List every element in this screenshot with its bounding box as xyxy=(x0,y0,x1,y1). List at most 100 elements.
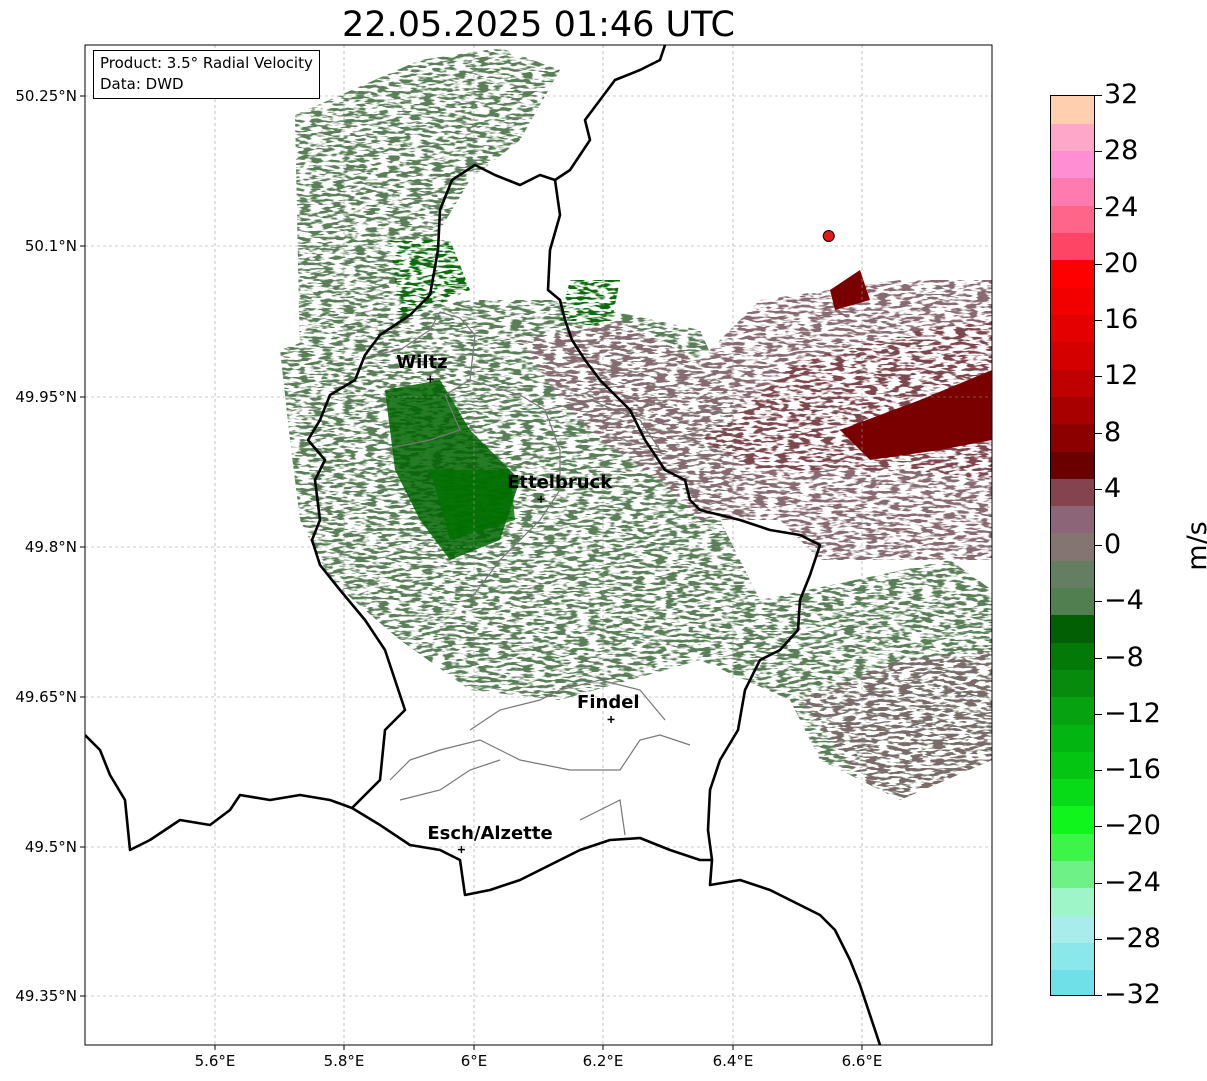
colorbar-tick-label: −4 xyxy=(1104,585,1144,617)
colorbar-tick-label: 28 xyxy=(1104,135,1139,167)
lat-label: 49.95°N xyxy=(15,388,77,406)
colorbar-tick-label: 0 xyxy=(1104,529,1122,560)
colorbar-tick xyxy=(1095,545,1102,546)
colorbar-segment xyxy=(1051,642,1094,670)
colorbar-unit-label: m/s xyxy=(1182,521,1207,571)
lat-label: 49.5°N xyxy=(24,838,77,856)
city-label: Findel xyxy=(577,692,640,714)
colorbar-segment xyxy=(1051,696,1094,725)
radar-site-marker xyxy=(822,229,835,242)
outbound-echoes xyxy=(520,280,992,800)
lon-label: 6.6°E xyxy=(841,1052,883,1070)
gridlines xyxy=(85,45,992,1045)
colorbar-segment xyxy=(1051,341,1094,370)
colorbar-tick-label: 32 xyxy=(1104,79,1139,110)
colorbar-segment xyxy=(1051,887,1094,916)
lon-label: 5.8°E xyxy=(323,1052,365,1070)
colorbar-segment xyxy=(1051,369,1094,397)
lon-label: 5.6°E xyxy=(194,1052,236,1070)
lon-label: 6°E xyxy=(460,1052,488,1070)
lon-label: 6.4°E xyxy=(712,1052,754,1070)
city-label: Esch/Alzette xyxy=(427,822,553,844)
colorbar-tick-label: −28 xyxy=(1104,922,1161,954)
colorbar-segment xyxy=(1051,942,1094,971)
city-marker xyxy=(537,495,545,503)
colorbar-tick xyxy=(1095,320,1102,321)
data-source-label: Data: DWD xyxy=(100,75,184,93)
colorbar-tick xyxy=(1095,376,1102,378)
colorbar-segment xyxy=(1051,833,1094,862)
colorbar-tick-label: −24 xyxy=(1104,866,1161,898)
city-marker xyxy=(426,375,434,383)
lon-label: 6.2°E xyxy=(582,1052,624,1070)
colorbar-tick-label: −8 xyxy=(1104,641,1144,673)
colorbar-segment xyxy=(1051,751,1094,780)
lat-label: 49.35°N xyxy=(15,987,77,1005)
city-marker xyxy=(457,846,465,854)
colorbar-tick xyxy=(1095,488,1102,490)
colorbar-segment xyxy=(1051,969,1094,995)
colorbar-tick xyxy=(1095,826,1102,828)
colorbar-tick xyxy=(1095,882,1102,884)
colorbar-tick-label: −12 xyxy=(1104,697,1161,729)
colorbar-tick xyxy=(1095,995,1102,996)
colorbar-segment xyxy=(1051,505,1094,534)
colorbar-tick xyxy=(1095,207,1102,209)
city-marker xyxy=(607,715,615,723)
colorbar-tick-label: −32 xyxy=(1104,979,1161,1010)
colorbar-segment xyxy=(1051,123,1094,152)
map-frame xyxy=(84,44,993,1046)
colorbar-segment xyxy=(1051,96,1094,124)
canton-borders xyxy=(371,311,691,836)
colorbar-tick xyxy=(1095,938,1102,940)
product-info-box: Product: 3.5° Radial Velocity Data: DWD xyxy=(93,50,320,99)
axis-ticks xyxy=(80,95,863,1050)
colorbar-tick xyxy=(1095,770,1102,771)
colorbar-segment xyxy=(1051,723,1094,752)
colorbar-segment xyxy=(1051,150,1094,179)
velocity-colorbar xyxy=(1050,95,1095,996)
national-borders xyxy=(85,45,882,1045)
colorbar-segment xyxy=(1051,287,1094,315)
colorbar-segment xyxy=(1051,396,1094,425)
colorbar-tick-label: −20 xyxy=(1104,810,1161,842)
colorbar-segment xyxy=(1051,915,1094,943)
colorbar-tick xyxy=(1095,95,1102,96)
colorbar-tick-label: −16 xyxy=(1104,754,1161,785)
lat-label: 49.65°N xyxy=(15,688,77,706)
colorbar-segment xyxy=(1051,860,1094,889)
colorbar-tick xyxy=(1095,601,1102,603)
colorbar-segment xyxy=(1051,450,1094,479)
colorbar-segment xyxy=(1051,478,1094,507)
inbound-core-2 xyxy=(430,470,515,540)
lat-label: 50.1°N xyxy=(24,237,77,255)
product-label: Product: 3.5° Radial Velocity xyxy=(100,54,313,72)
colorbar-segment xyxy=(1051,259,1094,288)
colorbar-tick xyxy=(1095,151,1102,153)
colorbar-segment xyxy=(1051,560,1094,589)
colorbar-segment xyxy=(1051,532,1094,561)
page-title: 22.05.2025 01:46 UTC xyxy=(342,5,735,45)
colorbar-segment xyxy=(1051,614,1094,643)
lat-label: 49.8°N xyxy=(24,538,77,556)
colorbar-tick-label: 16 xyxy=(1104,304,1139,335)
colorbar-tick-label: 20 xyxy=(1104,247,1139,279)
city-markers xyxy=(426,375,615,854)
colorbar-tick xyxy=(1095,263,1102,265)
colorbar-tick-label: 8 xyxy=(1104,416,1122,448)
colorbar-tick-label: 12 xyxy=(1104,360,1139,392)
colorbar-segment xyxy=(1051,587,1094,616)
colorbar-segment xyxy=(1051,669,1094,698)
velocity-field xyxy=(85,45,992,1045)
colorbar-tick-label: 4 xyxy=(1104,472,1122,504)
colorbar-segment xyxy=(1051,205,1094,234)
colorbar-segment xyxy=(1051,232,1094,261)
colorbar-tick-label: 24 xyxy=(1104,191,1139,223)
outbound-core xyxy=(840,370,992,460)
lat-label: 50.25°N xyxy=(15,87,77,105)
colorbar-segment xyxy=(1051,805,1094,834)
colorbar-segment xyxy=(1051,423,1094,452)
colorbar-tick xyxy=(1095,713,1102,715)
colorbar-segment xyxy=(1051,314,1094,343)
